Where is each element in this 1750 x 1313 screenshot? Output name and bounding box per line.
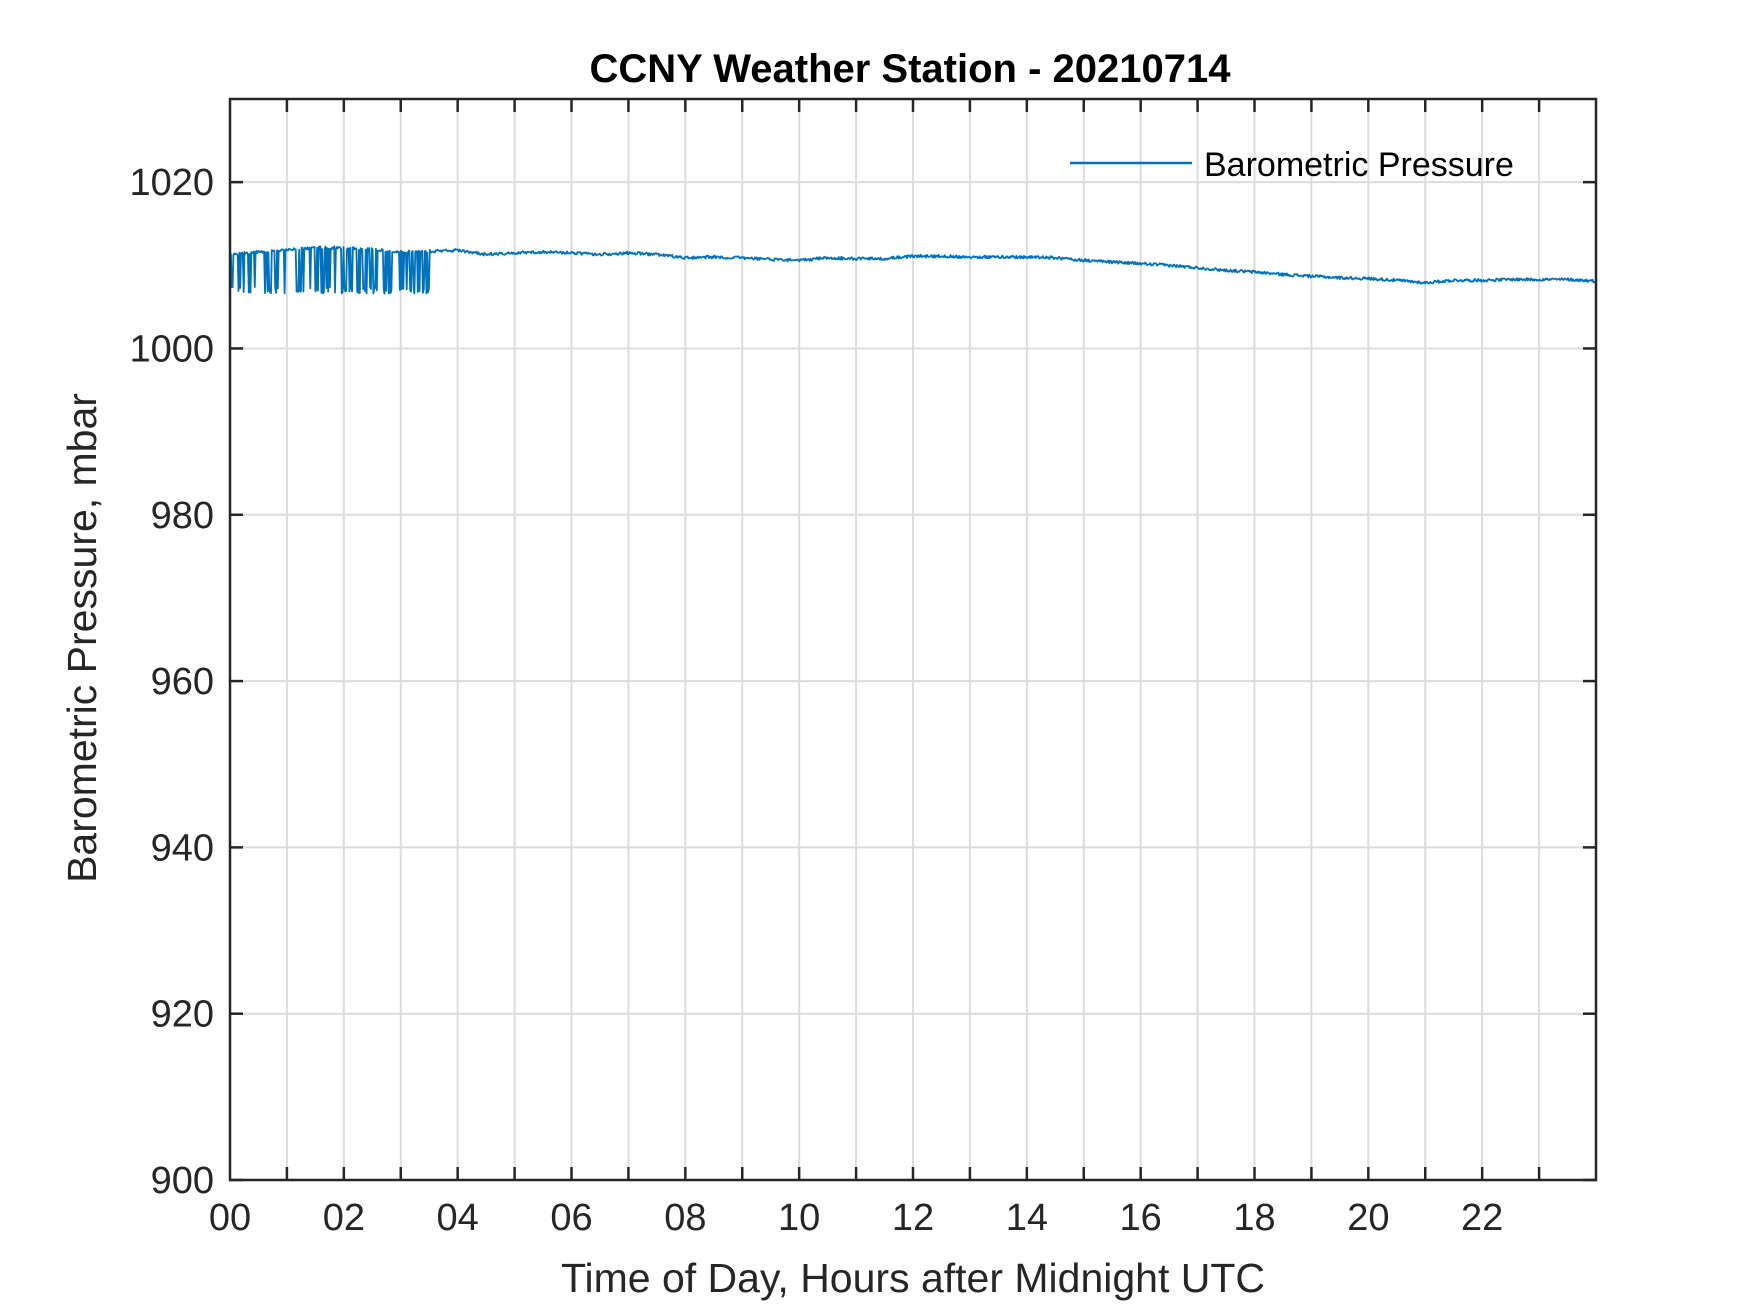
legend: Barometric Pressure [1070, 146, 1514, 184]
x-tick-label: 14 [1006, 1197, 1048, 1239]
axis-ticks: 00 02 04 06 08 10 12 14 16 18 20 22 900 920 940 960 980 1… [129, 99, 1596, 1239]
x-tick-label: 00 [209, 1197, 251, 1239]
y-tick-label: 900 [151, 1160, 214, 1202]
y-axis-label: Barometric Pressure, mbar [59, 393, 105, 883]
x-tick-label: 10 [778, 1197, 820, 1239]
x-tick-label: 02 [323, 1197, 365, 1239]
y-tick-label: 960 [151, 661, 214, 703]
x-tick-label: 04 [437, 1197, 479, 1239]
series-layer [229, 245, 1597, 295]
x-tick-label: 22 [1461, 1197, 1503, 1239]
x-tick-label: 18 [1233, 1197, 1275, 1239]
series-line [229, 245, 1597, 295]
y-tick-label: 920 [151, 994, 214, 1036]
y-tick-label: 980 [151, 495, 214, 537]
x-tick-label: 08 [664, 1197, 706, 1239]
y-tick-label: 1020 [129, 162, 214, 204]
x-tick-label: 16 [1120, 1197, 1162, 1239]
x-tick-label: 06 [550, 1197, 592, 1239]
y-tick-label: 940 [151, 827, 214, 869]
y-tick-label: 1000 [129, 328, 214, 370]
x-tick-label: 20 [1347, 1197, 1389, 1239]
grid-lines [230, 99, 1596, 1180]
legend-label: Barometric Pressure [1204, 146, 1514, 184]
x-axis-label: Time of Day, Hours after Midnight UTC [561, 1255, 1265, 1301]
x-tick-label: 12 [892, 1197, 934, 1239]
chart-title: CCNY Weather Station - 20210714 [590, 47, 1232, 91]
